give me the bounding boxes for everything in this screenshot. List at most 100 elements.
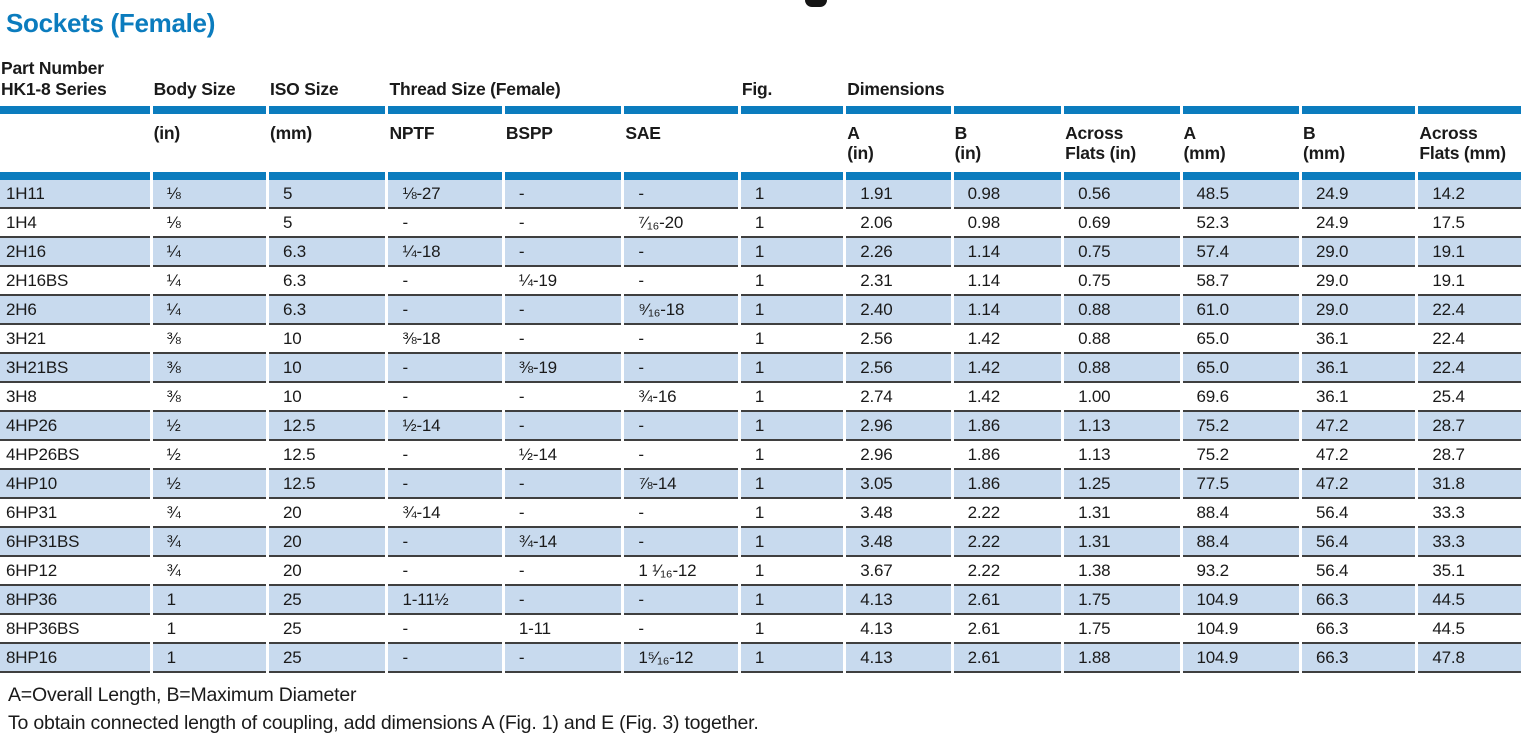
table-cell: 14.2 bbox=[1418, 180, 1521, 209]
subheader-fig-empty bbox=[741, 114, 843, 172]
table-cell: 1 bbox=[740, 441, 844, 470]
table-cell: 1.31 bbox=[1064, 528, 1180, 557]
table-cell: 29.0 bbox=[1301, 267, 1416, 296]
table-cell: 1.42 bbox=[953, 325, 1062, 354]
table-cell: 66.3 bbox=[1301, 644, 1416, 673]
table-cell: ⅜ bbox=[152, 383, 267, 412]
table-cell: 1-11½ bbox=[388, 586, 502, 615]
table-cell: 2.61 bbox=[953, 644, 1062, 673]
table-cell: - bbox=[624, 354, 738, 383]
table-cell: 1 bbox=[152, 644, 267, 673]
table-cell: 69.6 bbox=[1182, 383, 1299, 412]
table-cell: 17.5 bbox=[1418, 209, 1521, 238]
table-body: 1H11 ⅛ 5 ⅛-27- -1 1.91 0.98 0.56 48.5 24.9 14.2 1H4… bbox=[0, 180, 1521, 673]
table-cell: 1.75 bbox=[1064, 615, 1180, 644]
table-cell: 48.5 bbox=[1182, 180, 1299, 209]
table-cell: ½ bbox=[152, 470, 267, 499]
table-cell: ¼ bbox=[152, 238, 267, 267]
table-cell: 20 bbox=[269, 557, 386, 586]
table-cell: ½-14 bbox=[388, 412, 502, 441]
table-cell: 25 bbox=[269, 586, 386, 615]
subheader-a-mm: A (mm) bbox=[1183, 123, 1226, 164]
table-cell: ¾-14 bbox=[504, 528, 622, 557]
table-cell: 47.2 bbox=[1301, 412, 1416, 441]
subheader-iso-size-unit: (mm) bbox=[270, 123, 313, 143]
blue-divider-bar bbox=[0, 106, 1521, 114]
page-title: Sockets (Female) bbox=[6, 8, 216, 38]
table-cell: 2.22 bbox=[953, 528, 1062, 557]
table-cell: - bbox=[624, 615, 738, 644]
table-row: 3H21BS ⅜ 10- ⅜-19-1 2.56 1.42 0.88 65.0 36.1 22.4 bbox=[0, 354, 1521, 383]
table-cell: 1 bbox=[152, 615, 267, 644]
table-cell: - bbox=[504, 644, 622, 673]
table-cell: - bbox=[504, 557, 622, 586]
column-header-body-size: Body Size bbox=[153, 79, 236, 99]
table-cell: 12.5 bbox=[269, 470, 386, 499]
table-cell: 1 bbox=[740, 296, 844, 325]
table-row: 4HP26BS ½ 12.5- ½-14-1 2.96 1.86 1.13 75.2 47.2 2… bbox=[0, 441, 1521, 470]
table-cell: 5 bbox=[269, 180, 386, 209]
table-cell: - bbox=[624, 528, 738, 557]
table-cell: 4.13 bbox=[846, 586, 951, 615]
table-cell: 1 bbox=[740, 238, 844, 267]
table-cell: ⅜ bbox=[152, 325, 267, 354]
table-cell: - bbox=[504, 325, 622, 354]
table-row: 8HP36BS 1 25-1-11-1 4.13 2.61 1.75 104.9 66.3 44… bbox=[0, 615, 1521, 644]
table-cell: 1 bbox=[740, 615, 844, 644]
table-cell: - bbox=[624, 586, 738, 615]
table-cell: 58.7 bbox=[1182, 267, 1299, 296]
table-cell: 36.1 bbox=[1301, 383, 1416, 412]
subheader-sae: SAE bbox=[625, 123, 661, 143]
table-cell: 2.74 bbox=[846, 383, 951, 412]
footnote-legend: A=Overall Length, B=Maximum Diameter bbox=[8, 684, 357, 706]
table-cell: 1.86 bbox=[953, 412, 1062, 441]
table-cell: 6HP31BS bbox=[0, 528, 150, 557]
table-cell: 33.3 bbox=[1418, 499, 1521, 528]
table-cell: ¾ bbox=[152, 557, 267, 586]
table-cell: 31.8 bbox=[1418, 470, 1521, 499]
table-cell: 36.1 bbox=[1301, 325, 1416, 354]
table-cell: ½-14 bbox=[504, 441, 622, 470]
table-cell: - bbox=[388, 267, 502, 296]
table-cell: 22.4 bbox=[1418, 296, 1521, 325]
table-cell: 2.31 bbox=[846, 267, 951, 296]
table-cell: 12.5 bbox=[269, 441, 386, 470]
table-cell: - bbox=[388, 296, 502, 325]
table-cell: 1 bbox=[152, 586, 267, 615]
table-cell: 1 bbox=[740, 644, 844, 673]
table-cell: 4HP26 bbox=[0, 412, 150, 441]
table-cell: 6.3 bbox=[269, 267, 386, 296]
table-cell: 12.5 bbox=[269, 412, 386, 441]
column-header-iso-size: ISO Size bbox=[270, 79, 339, 99]
table-cell: 8HP36 bbox=[0, 586, 150, 615]
table-cell: - bbox=[504, 586, 622, 615]
table-cell: 6HP12 bbox=[0, 557, 150, 586]
table-cell: 3.48 bbox=[846, 528, 951, 557]
table-cell: 65.0 bbox=[1182, 325, 1299, 354]
table-row: 3H8 ⅜ 10- - ¾-16 1 2.74 1.42 1.00 69.6 36.1 25.4 bbox=[0, 383, 1521, 412]
table-cell: 1.13 bbox=[1064, 412, 1180, 441]
table-cell: - bbox=[504, 383, 622, 412]
table-cell: ⅜-18 bbox=[388, 325, 502, 354]
subheader-b-mm: B (mm) bbox=[1302, 123, 1345, 164]
table-cell: 1.13 bbox=[1064, 441, 1180, 470]
table-cell: 2.61 bbox=[953, 586, 1062, 615]
table-cell: ½ bbox=[152, 412, 267, 441]
table-cell: - bbox=[624, 441, 738, 470]
table-cell: 2.26 bbox=[846, 238, 951, 267]
table-cell: - bbox=[504, 238, 622, 267]
table-cell: 4.13 bbox=[846, 615, 951, 644]
table-cell: ⅞-14 bbox=[624, 470, 738, 499]
table-cell: 10 bbox=[269, 354, 386, 383]
table-cell: 1 bbox=[740, 267, 844, 296]
table-cell: 56.4 bbox=[1301, 528, 1416, 557]
table-cell: 1.91 bbox=[846, 180, 951, 209]
table-row: 8HP36 1 25 1-11½ - -1 4.13 2.61 1.75 104.9 66.3 44.… bbox=[0, 586, 1521, 615]
table-cell: 1.42 bbox=[953, 383, 1062, 412]
table-cell: 1.25 bbox=[1064, 470, 1180, 499]
table-cell: 1.86 bbox=[953, 441, 1062, 470]
table-cell: 61.0 bbox=[1182, 296, 1299, 325]
cropped-text-artifact bbox=[805, 0, 827, 7]
table-cell: 6.3 bbox=[269, 296, 386, 325]
